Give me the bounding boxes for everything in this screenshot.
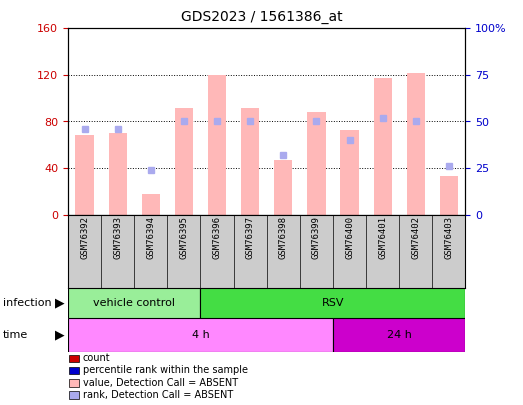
Text: GSM76394: GSM76394 [146, 216, 155, 259]
Bar [142, 194, 160, 215]
Text: vehicle control: vehicle control [93, 298, 175, 308]
Bar [208, 75, 226, 215]
Text: ▶: ▶ [55, 296, 64, 309]
Text: GSM76393: GSM76393 [113, 216, 122, 259]
Bar [109, 133, 127, 215]
Bar [440, 176, 458, 215]
Text: GSM76400: GSM76400 [345, 216, 354, 259]
Text: ▶: ▶ [55, 328, 64, 342]
Text: GSM76396: GSM76396 [212, 216, 222, 259]
Text: GSM76398: GSM76398 [279, 216, 288, 259]
Bar [241, 107, 259, 215]
Text: rank, Detection Call = ABSENT: rank, Detection Call = ABSENT [83, 390, 233, 400]
Bar [333, 318, 465, 352]
Bar [200, 288, 465, 318]
Text: GDS2023 / 1561386_at: GDS2023 / 1561386_at [180, 10, 343, 24]
Bar [340, 130, 359, 215]
Text: 24 h: 24 h [387, 330, 412, 340]
Bar [68, 318, 333, 352]
Text: 4 h: 4 h [191, 330, 209, 340]
Bar [373, 79, 392, 215]
Bar [175, 107, 193, 215]
Text: count: count [83, 353, 110, 363]
Bar [407, 72, 425, 215]
Bar [308, 112, 325, 215]
Text: percentile rank within the sample: percentile rank within the sample [83, 365, 247, 375]
Text: GSM76392: GSM76392 [80, 216, 89, 259]
Text: RSV: RSV [322, 298, 344, 308]
Bar [75, 135, 94, 215]
Text: GSM76403: GSM76403 [445, 216, 453, 259]
Text: GSM76402: GSM76402 [411, 216, 420, 259]
Text: GSM76395: GSM76395 [179, 216, 188, 259]
Text: GSM76397: GSM76397 [246, 216, 255, 259]
Text: value, Detection Call = ABSENT: value, Detection Call = ABSENT [83, 377, 238, 388]
Bar [274, 160, 292, 215]
Text: infection: infection [3, 298, 51, 308]
Text: GSM76401: GSM76401 [378, 216, 387, 259]
Text: time: time [3, 330, 28, 340]
Text: GSM76399: GSM76399 [312, 216, 321, 259]
Bar [68, 288, 200, 318]
